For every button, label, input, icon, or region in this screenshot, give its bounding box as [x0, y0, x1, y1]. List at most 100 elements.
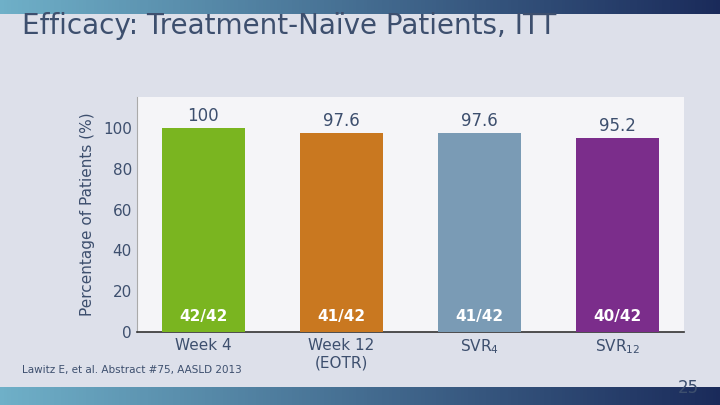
Bar: [223, 387, 227, 405]
Bar: [270, 387, 274, 405]
Bar: [493, 0, 497, 14]
Bar: [281, 0, 284, 14]
Bar: [403, 0, 407, 14]
Bar: [115, 387, 119, 405]
Bar: [58, 0, 61, 14]
Bar: [302, 0, 306, 14]
Bar: [54, 0, 58, 14]
Bar: [306, 387, 310, 405]
Bar: [194, 0, 198, 14]
Bar: [500, 387, 504, 405]
Bar: [529, 387, 533, 405]
Bar: [670, 0, 673, 14]
Bar: [389, 387, 392, 405]
Bar: [252, 387, 256, 405]
Bar: [428, 387, 432, 405]
Bar: [7, 0, 11, 14]
Bar: [364, 387, 367, 405]
Bar: [378, 0, 382, 14]
Bar: [115, 0, 119, 14]
Bar: [137, 0, 140, 14]
Bar: [540, 0, 544, 14]
Bar: [119, 0, 122, 14]
Bar: [202, 0, 205, 14]
Bar: [191, 0, 194, 14]
Bar: [659, 387, 662, 405]
Bar: [439, 0, 443, 14]
Bar: [691, 387, 695, 405]
Bar: [187, 387, 191, 405]
Bar: [590, 387, 594, 405]
Bar: [205, 387, 209, 405]
Bar: [666, 387, 670, 405]
Bar: [630, 0, 634, 14]
Bar: [698, 0, 702, 14]
Bar: [335, 0, 338, 14]
Bar: [371, 0, 374, 14]
Bar: [220, 0, 223, 14]
Bar: [421, 387, 425, 405]
Bar: [22, 387, 25, 405]
Bar: [346, 0, 349, 14]
Bar: [300, 133, 383, 332]
Bar: [666, 0, 670, 14]
Bar: [464, 0, 468, 14]
Bar: [104, 387, 108, 405]
Bar: [475, 387, 479, 405]
Bar: [295, 0, 299, 14]
Bar: [569, 0, 572, 14]
Bar: [331, 0, 335, 14]
Text: Lawitz E, et al. Abstract #75, AASLD 2013: Lawitz E, et al. Abstract #75, AASLD 201…: [22, 364, 241, 375]
Bar: [248, 0, 252, 14]
Bar: [508, 0, 511, 14]
Bar: [544, 0, 547, 14]
Bar: [392, 0, 396, 14]
Bar: [7, 387, 11, 405]
Bar: [677, 387, 680, 405]
Bar: [97, 0, 101, 14]
Bar: [47, 0, 50, 14]
Bar: [194, 387, 198, 405]
Bar: [486, 387, 490, 405]
Bar: [184, 0, 187, 14]
Bar: [536, 387, 540, 405]
Bar: [594, 387, 598, 405]
Bar: [140, 0, 144, 14]
Bar: [367, 0, 371, 14]
Bar: [680, 0, 684, 14]
Bar: [608, 0, 612, 14]
Bar: [259, 387, 263, 405]
Bar: [684, 387, 688, 405]
Bar: [61, 387, 65, 405]
Bar: [554, 387, 558, 405]
Bar: [626, 0, 630, 14]
Bar: [396, 0, 400, 14]
Bar: [245, 0, 248, 14]
Bar: [256, 0, 259, 14]
Bar: [652, 0, 655, 14]
Bar: [497, 0, 500, 14]
Bar: [137, 387, 140, 405]
Bar: [634, 0, 637, 14]
Bar: [86, 0, 90, 14]
Bar: [554, 0, 558, 14]
Bar: [158, 387, 162, 405]
Bar: [438, 133, 521, 332]
Bar: [83, 0, 86, 14]
Bar: [119, 387, 122, 405]
Bar: [670, 387, 673, 405]
Bar: [68, 0, 72, 14]
Bar: [400, 387, 403, 405]
Bar: [90, 0, 94, 14]
Bar: [108, 0, 112, 14]
Bar: [709, 387, 713, 405]
Bar: [313, 387, 317, 405]
Bar: [68, 387, 72, 405]
Bar: [590, 0, 594, 14]
Bar: [191, 387, 194, 405]
Bar: [202, 387, 205, 405]
Bar: [126, 0, 130, 14]
Bar: [432, 0, 436, 14]
Bar: [374, 0, 378, 14]
Bar: [587, 387, 590, 405]
